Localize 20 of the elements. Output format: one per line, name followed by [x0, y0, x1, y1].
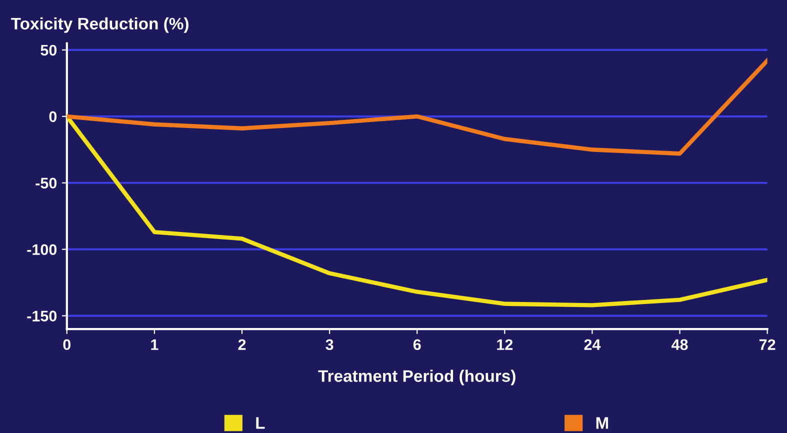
y-tick-label: -150 — [27, 310, 57, 322]
y-tick-label: 0 — [49, 111, 57, 122]
x-tick-label: 24 — [584, 339, 601, 350]
legend-label: M — [596, 417, 608, 429]
x-tick-label: 2 — [238, 339, 246, 350]
legend-label: L — [256, 417, 265, 429]
line-series — [66, 58, 768, 156]
x-tick-label: 72 — [759, 339, 776, 350]
x-axis-title: Treatment Period (hours) — [318, 370, 516, 386]
x-tick-label: 0 — [63, 339, 71, 350]
x-tick-label: 1 — [151, 339, 158, 350]
y-tick-label: -50 — [36, 178, 57, 189]
y-tick-label: 50 — [40, 44, 57, 56]
y-tick-label: -100 — [27, 244, 57, 256]
chart-title: Toxicity Reduction (%) — [11, 17, 188, 33]
x-tick-label: 12 — [497, 339, 513, 350]
x-tick-label: 48 — [672, 339, 688, 350]
line-series — [66, 114, 768, 308]
x-tick-label: 6 — [413, 339, 421, 350]
x-tick-label: 3 — [326, 339, 334, 350]
